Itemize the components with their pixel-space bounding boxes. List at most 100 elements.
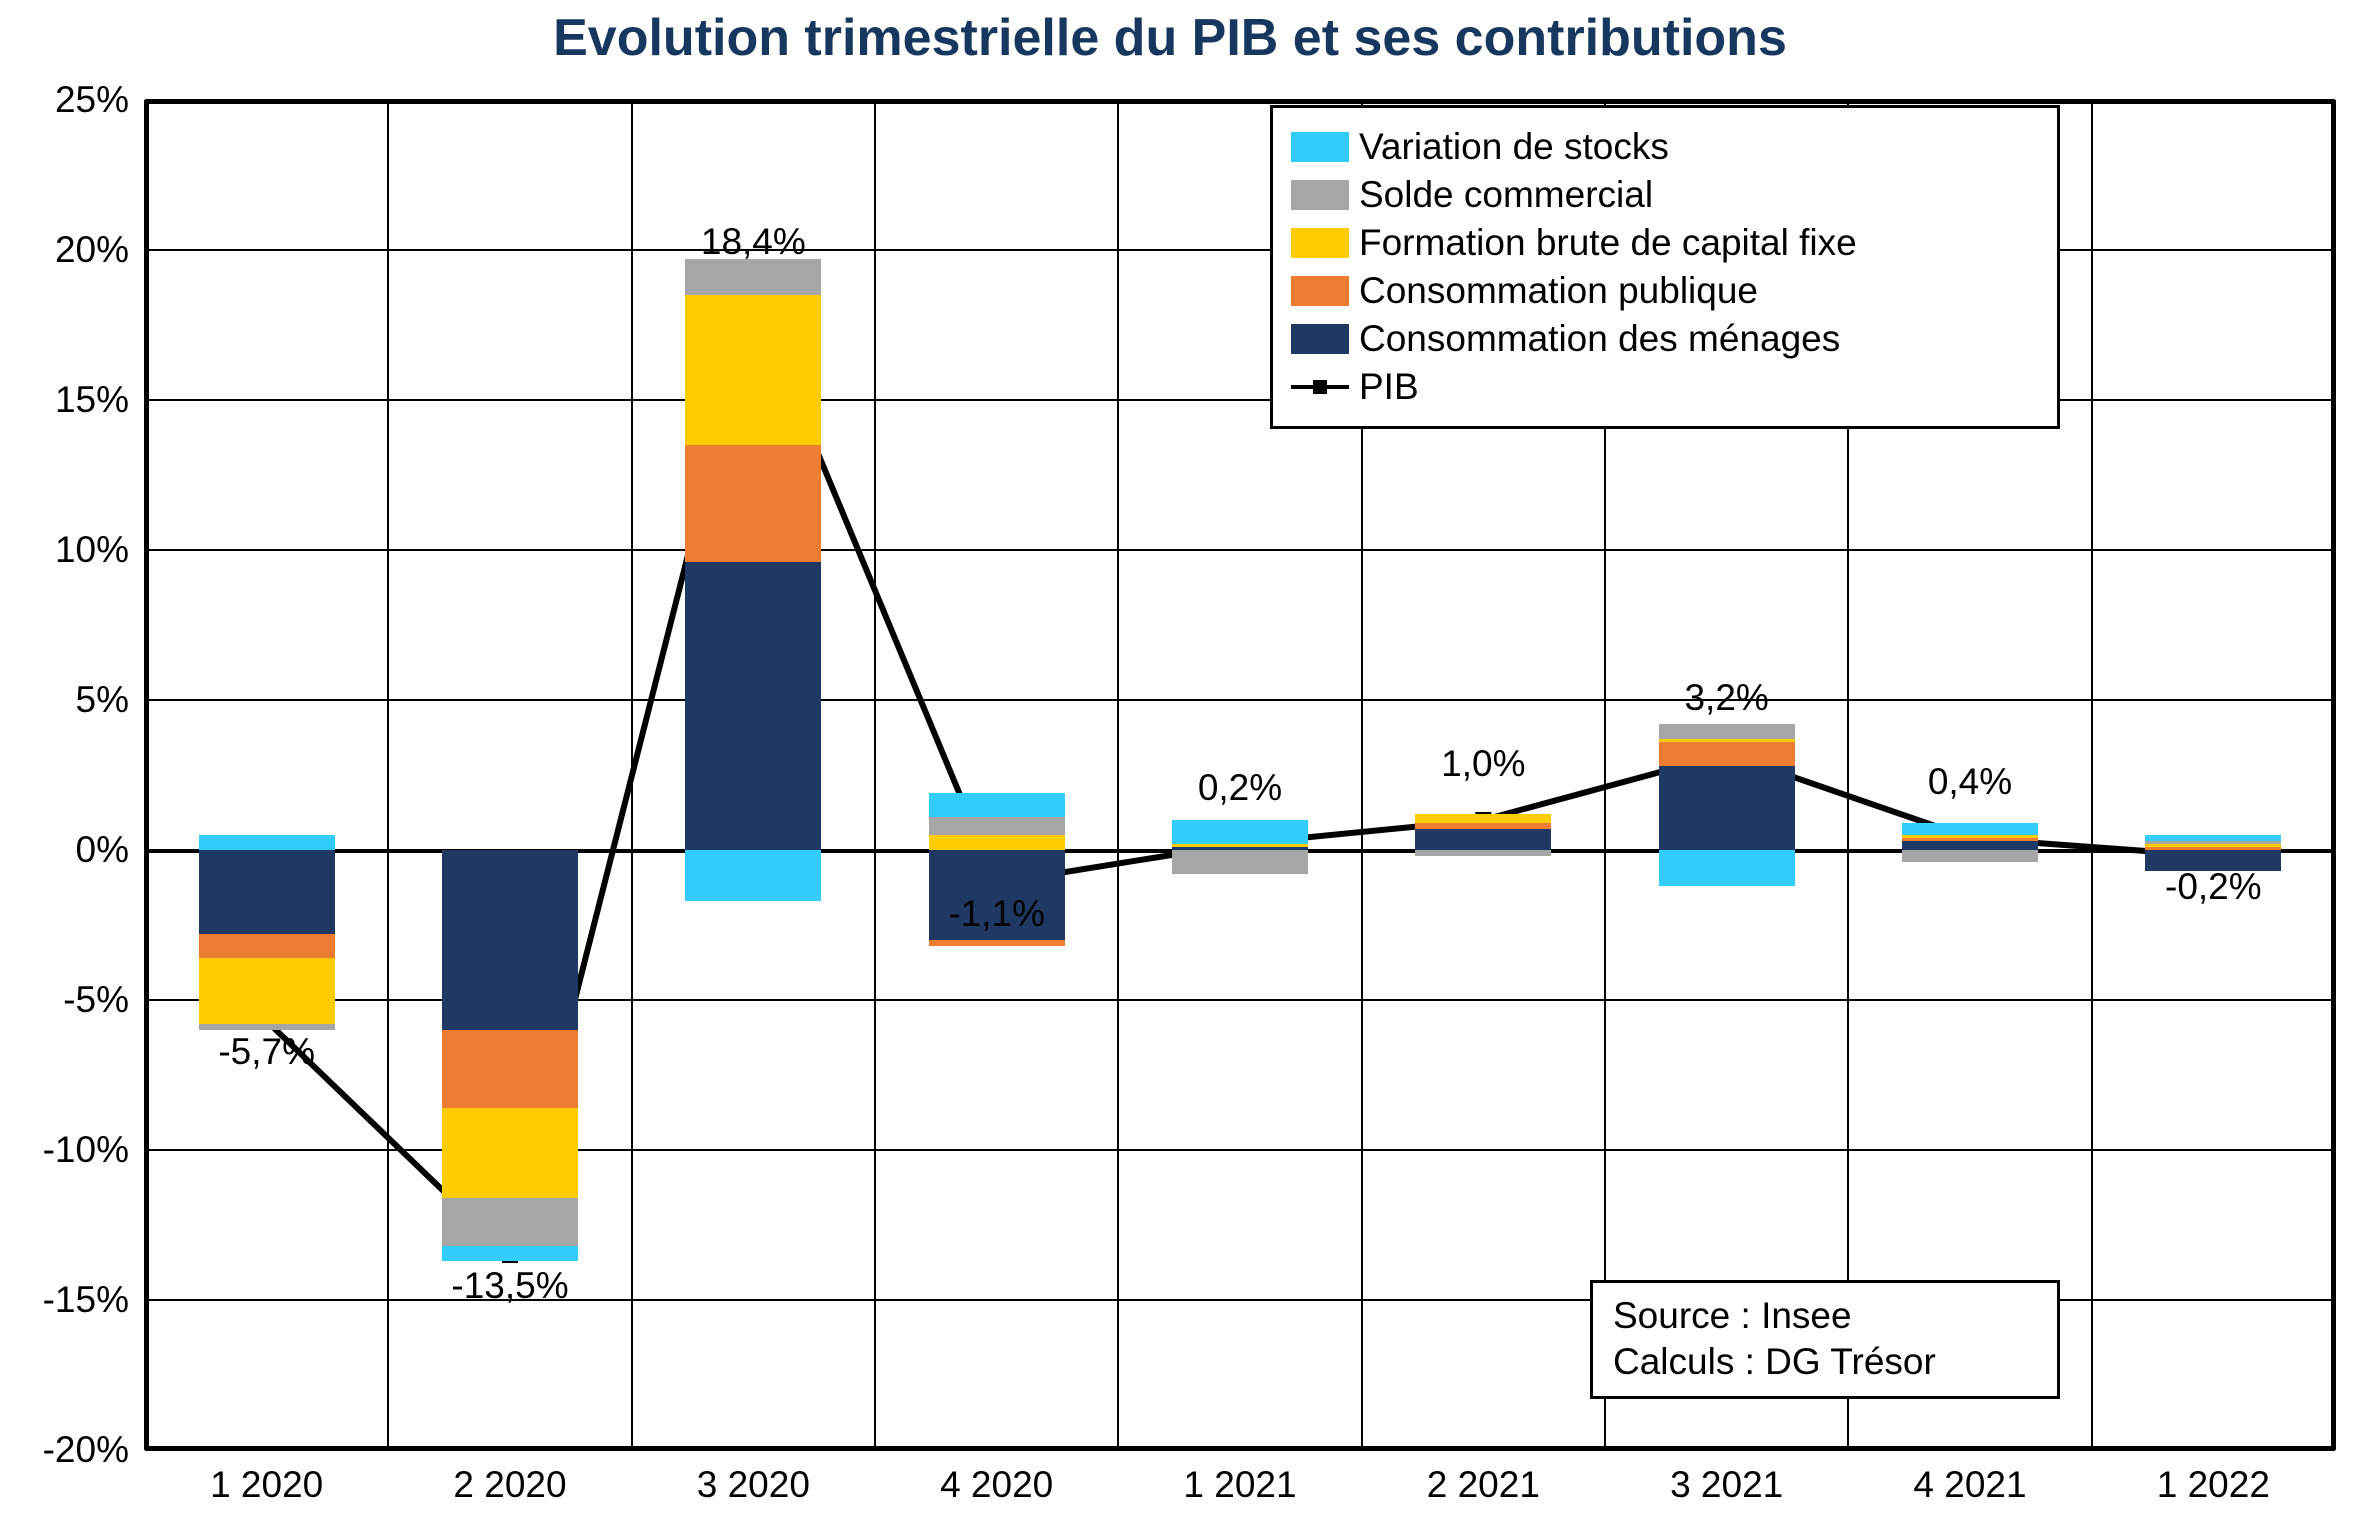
y-tick-label: 15% — [55, 379, 145, 421]
bar-segment-fbcf — [929, 835, 1065, 850]
x-tick-label: 3 2020 — [697, 1450, 810, 1506]
bar-segment-publique — [1659, 742, 1795, 766]
x-tick-label: 2 2020 — [453, 1450, 566, 1506]
bar-segment-solde — [929, 817, 1065, 835]
legend-item-pib: PIB — [1291, 366, 2039, 408]
legend-swatch-fbcf — [1291, 228, 1349, 258]
bar-segment-menages — [1659, 766, 1795, 850]
pib-value-label: -1,1% — [948, 893, 1045, 935]
y-tick-label: 20% — [55, 229, 145, 271]
bar-segment-menages — [1415, 829, 1551, 850]
gridline-h — [145, 99, 2335, 101]
bar-segment-solde — [442, 1198, 578, 1246]
gridline-v — [1117, 100, 1119, 1450]
bar-segment-stocks — [929, 793, 1065, 817]
gridline-v — [144, 100, 146, 1450]
y-tick-label: -20% — [43, 1429, 145, 1471]
legend-label: Formation brute de capital fixe — [1359, 222, 1857, 264]
bar-segment-stocks — [442, 1246, 578, 1261]
bar-segment-solde — [1902, 850, 2038, 862]
gridline-v — [874, 100, 876, 1450]
gridline-v — [387, 100, 389, 1450]
bar-segment-fbcf — [442, 1108, 578, 1198]
bar-segment-publique — [685, 445, 821, 562]
bar-segment-fbcf — [1172, 844, 1308, 847]
attribution-calc: Calculs : DG Trésor — [1613, 1339, 2037, 1385]
bar-segment-publique — [442, 1030, 578, 1108]
x-tick-label: 4 2020 — [940, 1450, 1053, 1506]
bar-segment-publique — [1902, 838, 2038, 841]
legend-swatch-pib — [1291, 372, 1349, 402]
bar-segment-fbcf — [199, 958, 335, 1024]
legend-item-solde: Solde commercial — [1291, 174, 2039, 216]
x-tick-label: 1 2020 — [210, 1450, 323, 1506]
legend-item-fbcf: Formation brute de capital fixe — [1291, 222, 2039, 264]
legend-label: PIB — [1359, 366, 1419, 408]
bar-segment-stocks — [685, 850, 821, 901]
pib-value-label: -13,5% — [451, 1265, 568, 1307]
chart-title: Evolution trimestrielle du PIB et ses co… — [0, 8, 2340, 68]
legend-label: Consommation des ménages — [1359, 318, 1840, 360]
legend-label: Consommation publique — [1359, 270, 1758, 312]
pib-value-label: 0,2% — [1198, 767, 1282, 809]
x-tick-label: 4 2021 — [1913, 1450, 2026, 1506]
bar-segment-solde — [199, 1024, 335, 1030]
bar-segment-fbcf — [685, 295, 821, 445]
y-tick-label: 10% — [55, 529, 145, 571]
bar-segment-stocks — [2145, 835, 2281, 841]
pib-value-label: -0,2% — [2165, 866, 2262, 908]
attribution-source: Source : Insee — [1613, 1293, 2037, 1339]
y-tick-label: -15% — [43, 1279, 145, 1321]
bar-segment-menages — [1902, 841, 2038, 850]
attribution-box: Source : Insee Calculs : DG Trésor — [1590, 1280, 2060, 1399]
legend-swatch-solde — [1291, 180, 1349, 210]
legend-swatch-publique — [1291, 276, 1349, 306]
y-tick-label: 0% — [76, 829, 145, 871]
legend: Variation de stocks Solde commercial Forma… — [1270, 105, 2060, 429]
bar-segment-fbcf — [1659, 739, 1795, 742]
gridline-v — [2334, 100, 2336, 1450]
bar-segment-publique — [1415, 823, 1551, 829]
pib-value-label: 0,4% — [1928, 761, 2012, 803]
gridline-h — [145, 699, 2335, 701]
bar-segment-menages — [199, 850, 335, 934]
gridline-v — [631, 100, 633, 1450]
x-tick-label: 1 2021 — [1183, 1450, 1296, 1506]
bar-segment-menages — [685, 562, 821, 850]
bar-segment-stocks — [1659, 850, 1795, 886]
gridline-h — [145, 549, 2335, 551]
x-tick-label: 2 2021 — [1427, 1450, 1540, 1506]
x-tick-label: 3 2021 — [1670, 1450, 1783, 1506]
legend-swatch-stocks — [1291, 132, 1349, 162]
y-tick-label: 5% — [76, 679, 145, 721]
bar-segment-stocks — [1172, 820, 1308, 844]
bar-segment-publique — [929, 940, 1065, 946]
legend-label: Solde commercial — [1359, 174, 1653, 216]
legend-item-publique: Consommation publique — [1291, 270, 2039, 312]
y-tick-label: 25% — [55, 79, 145, 121]
legend-item-stocks: Variation de stocks — [1291, 126, 2039, 168]
pib-value-label: 3,2% — [1684, 677, 1768, 719]
bar-segment-solde — [1659, 724, 1795, 739]
x-tick-label: 1 2022 — [2157, 1450, 2270, 1506]
legend-label: Variation de stocks — [1359, 126, 1669, 168]
legend-item-menages: Consommation des ménages — [1291, 318, 2039, 360]
bar-segment-fbcf — [1902, 835, 2038, 838]
bar-segment-solde — [2145, 841, 2281, 844]
pib-value-label: 18,4% — [701, 221, 806, 263]
bar-segment-solde — [1415, 850, 1551, 856]
bar-segment-fbcf — [2145, 844, 2281, 847]
bar-segment-fbcf — [1415, 814, 1551, 823]
chart-canvas: Evolution trimestrielle du PIB et ses co… — [0, 0, 2355, 1538]
bar-segment-publique — [2145, 847, 2281, 850]
pib-value-label: -5,7% — [218, 1031, 315, 1073]
gridline-v — [2091, 100, 2093, 1450]
y-tick-label: -5% — [63, 979, 145, 1021]
bar-segment-stocks — [1902, 823, 2038, 835]
bar-segment-solde — [1172, 850, 1308, 874]
pib-value-label: 1,0% — [1441, 743, 1525, 785]
bar-segment-stocks — [199, 835, 335, 850]
bar-segment-solde — [685, 259, 821, 295]
bar-segment-publique — [199, 934, 335, 958]
y-tick-label: -10% — [43, 1129, 145, 1171]
